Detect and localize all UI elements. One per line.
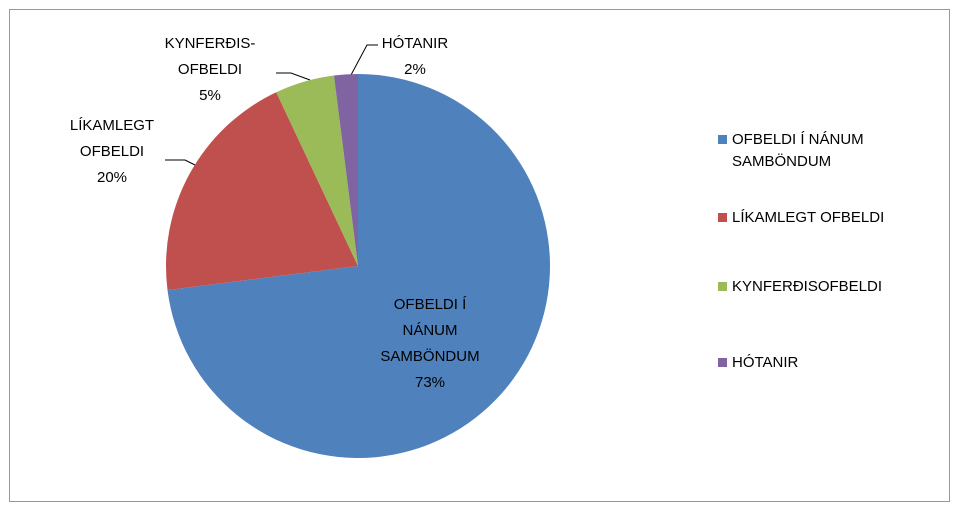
legend-swatch	[718, 213, 727, 222]
data-label-value: 2%	[404, 61, 426, 78]
data-label-value: 5%	[199, 87, 221, 104]
data-label-value: 20%	[97, 169, 127, 186]
data-label: SAMBÖNDUM	[380, 347, 479, 365]
data-label: OFBELDI Í	[394, 296, 467, 313]
data-label: KYNFERÐIS-	[165, 35, 256, 52]
legend-label: KYNFERÐISOFBELDI	[732, 278, 883, 295]
legend-item: KYNFERÐISOFBELDI	[718, 276, 943, 298]
leader-line	[165, 159, 198, 167]
legend-swatch	[718, 135, 727, 144]
data-label: NÁNUM	[403, 322, 458, 339]
pie-slice	[167, 74, 550, 458]
pie-slice	[166, 92, 358, 291]
leader-line	[276, 72, 311, 81]
data-label: OFBELDI	[80, 143, 144, 160]
data-label: LÍKAMLEGT	[70, 117, 154, 134]
legend-swatch	[718, 282, 727, 291]
data-label-value: 73%	[415, 374, 445, 391]
legend-item: HÓTANIR	[718, 352, 943, 374]
legend-label: HÓTANIR	[732, 354, 799, 371]
legend-swatch	[718, 358, 727, 367]
pie-slice	[276, 75, 358, 266]
data-label: HÓTANIR	[382, 35, 449, 52]
pie-slice	[333, 74, 358, 266]
legend-item: LÍKAMLEGT OFBELDI	[718, 207, 943, 229]
legend-item: OFBELDI Í NÁNUM SAMBÖNDUM	[718, 129, 943, 173]
legend-label: OFBELDI Í NÁNUM SAMBÖNDUM	[732, 131, 864, 170]
data-label: OFBELDI	[178, 61, 242, 78]
legend-label: LÍKAMLEGT OFBELDI	[732, 209, 885, 226]
leader-line	[350, 44, 378, 76]
